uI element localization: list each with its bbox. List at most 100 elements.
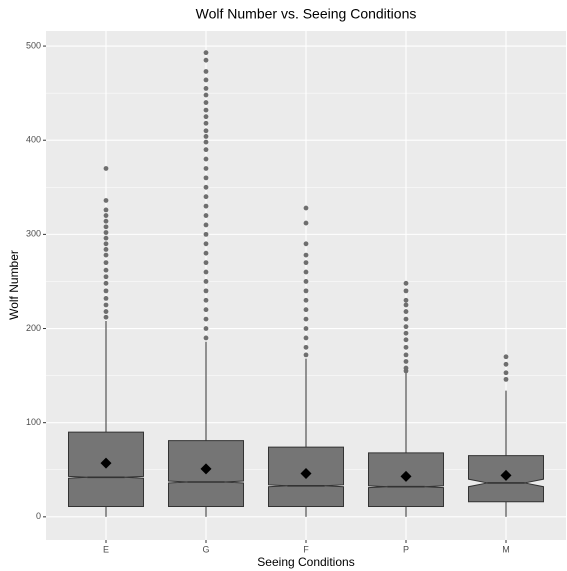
outlier [303,241,309,247]
outlier [403,288,409,294]
outlier [103,280,109,286]
outlier [203,147,209,153]
outlier [103,207,109,213]
outlier [503,376,509,382]
outlier [203,231,209,237]
mean-marker [200,463,212,475]
outlier [403,302,409,308]
outlier [203,335,209,341]
outlier [203,184,209,190]
outlier [203,288,209,294]
outlier [103,224,109,230]
y-tick-label: 200 [26,323,41,333]
outlier [203,107,209,113]
outlier [203,50,209,56]
outlier [103,274,109,280]
outlier [203,222,209,228]
outlier [103,241,109,247]
outlier [103,213,109,218]
x-tick-label: M [502,544,510,554]
outlier [203,69,209,74]
outlier [103,314,109,320]
outlier [503,370,509,376]
outlier [203,203,209,209]
outlier [303,269,309,275]
outlier [303,288,309,294]
outlier [303,335,309,341]
outlier [103,198,109,203]
chart-title: Wolf Number vs. Seeing Conditions [196,6,417,22]
outlier [403,344,409,350]
outlier [303,344,309,350]
outlier [303,316,309,322]
outlier [203,260,209,266]
outlier [303,252,309,258]
y-tick-label: 300 [26,229,41,239]
y-axis-label: Wolf Number [7,250,21,320]
outlier [203,77,209,83]
outlier [403,352,409,358]
outlier [103,295,109,301]
mean-marker [400,470,412,482]
outlier [303,220,309,226]
outlier [403,337,409,343]
outlier [403,309,409,314]
mean-marker [500,469,512,481]
outlier [203,297,209,303]
outlier [303,205,309,211]
outlier [203,279,209,284]
outlier [103,166,109,171]
outlier [203,316,209,322]
outlier [203,139,209,145]
outlier [403,280,409,286]
outlier [203,194,209,200]
outlier [203,92,209,98]
outlier [203,128,209,134]
outlier [303,352,309,358]
outlier [103,230,109,235]
outlier [203,307,209,313]
outlier [303,297,309,303]
outlier [203,156,209,162]
outlier [103,247,109,252]
outlier [203,241,209,247]
outlier [103,235,109,241]
mean-marker [100,457,112,469]
outlier [103,288,109,294]
outlier [103,309,109,314]
outlier [403,297,409,303]
y-tick-label: 100 [26,417,41,427]
x-tick-label: F [303,544,309,554]
outlier [203,100,209,105]
outlier [403,316,409,322]
x-tick-label: G [202,544,209,554]
box [68,431,144,507]
mean-marker [300,468,312,480]
outlier [203,250,209,256]
y-tick-label: 500 [26,40,41,50]
outlier [203,326,209,331]
outlier [403,368,409,374]
outlier [403,359,409,364]
outlier [103,267,109,273]
outlier [303,307,309,313]
outlier [503,354,509,360]
y-tick-label: 400 [26,135,41,145]
outlier [203,86,209,91]
outlier [203,134,209,139]
outlier [403,330,409,336]
x-axis-label: Seeing Conditions [257,555,354,569]
outlier [203,166,209,171]
outlier [403,324,409,330]
outlier [103,218,109,224]
outlier [303,260,309,266]
outlier [203,269,209,275]
outlier [203,175,209,181]
outlier [203,213,209,218]
outlier [103,302,109,308]
outlier [503,361,509,367]
outlier [303,326,309,331]
x-tick-label: P [403,544,409,554]
